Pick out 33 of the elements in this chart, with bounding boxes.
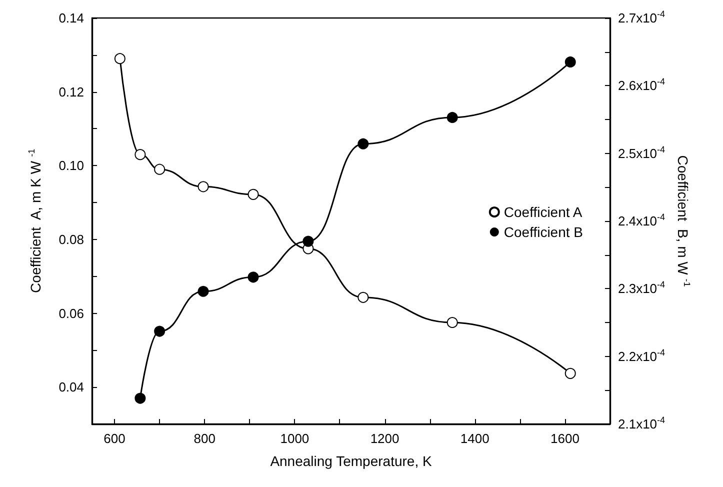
point [358, 292, 369, 303]
y-tick-label: 0.12 [58, 84, 84, 100]
point [564, 56, 576, 68]
point [154, 164, 166, 175]
point [154, 326, 166, 337]
point [248, 188, 259, 200]
y-tick-label: 0.06 [58, 306, 84, 321]
y-tick-label: 0.04 [58, 380, 84, 395]
point [198, 181, 209, 192]
point [134, 149, 146, 160]
y-tick-label: 0.10 [58, 158, 84, 174]
x-tick-label: 800 [194, 431, 216, 446]
legend-label: Coefficient B [504, 224, 584, 240]
x-tick-label: 1000 [280, 431, 310, 446]
point [198, 286, 209, 297]
point [564, 368, 576, 379]
x-tick-label: 1400 [460, 431, 490, 446]
point [248, 272, 259, 283]
point [446, 317, 458, 328]
point [358, 138, 369, 150]
x-axis-title: Annealing Temperature, K [270, 453, 432, 469]
y-tick-label: 0.14 [58, 10, 84, 26]
point [114, 53, 126, 64]
x-tick-label: 1600 [550, 431, 580, 446]
point [302, 236, 314, 247]
point [134, 392, 146, 404]
y-axis-title: Coefficient A, m K W -1 [26, 148, 44, 293]
legend-label: Coefficient A [504, 204, 583, 220]
y-tick-label: 0.08 [58, 232, 84, 247]
point [446, 112, 458, 123]
x-tick-label: 1200 [370, 431, 400, 446]
x-tick-label: 600 [104, 431, 126, 446]
y2-axis-title: Coefficient B, m W -1 [674, 155, 692, 287]
